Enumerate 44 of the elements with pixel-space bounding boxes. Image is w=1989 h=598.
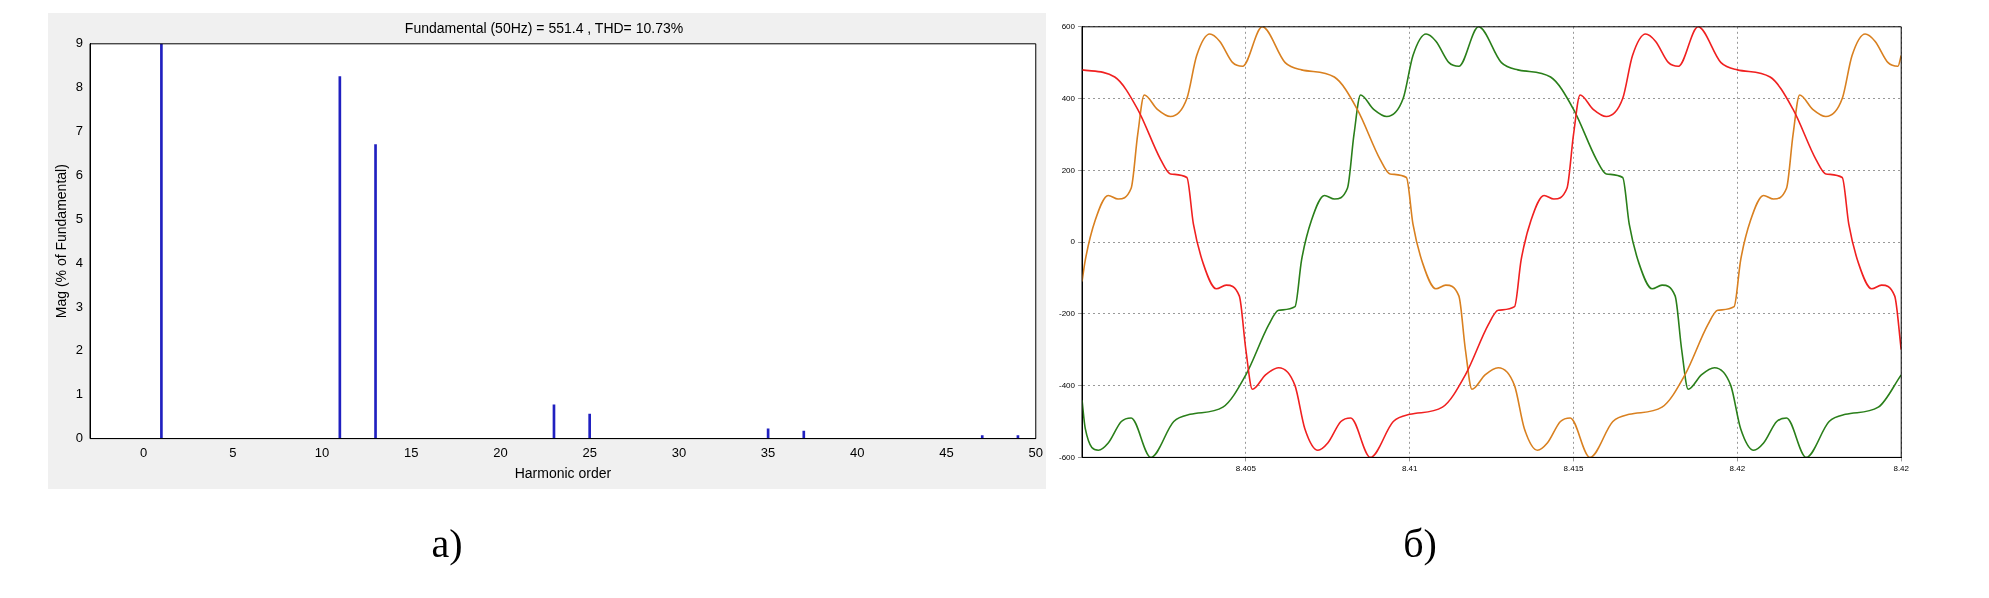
bar — [980, 435, 984, 439]
x-tick-label: 40 — [850, 444, 865, 460]
x-tick-label: 8.41 — [1401, 464, 1419, 474]
x-tick-label: 8.42 — [1893, 464, 1910, 474]
bar — [588, 413, 591, 439]
y-tick-label: 7 — [75, 123, 84, 139]
y-tick-label: 1 — [75, 386, 84, 402]
chart-title: Fundamental (50Hz) = 551.4 , THD= 10.73% — [404, 20, 684, 37]
y-tick-label: 0 — [1070, 237, 1076, 247]
x-tick-label: 10 — [314, 444, 330, 460]
bar — [802, 430, 806, 439]
x-tick-label: 30 — [671, 444, 687, 460]
x-tick-label: 35 — [760, 444, 776, 460]
y-tick-label: 400 — [1061, 93, 1076, 103]
y-tick-label: 9 — [75, 35, 84, 51]
text: а) — [430, 520, 464, 567]
y-tick-label: 0 — [75, 430, 84, 446]
x-tick-label: 8.42 — [1729, 464, 1746, 474]
x-tick-label: 8.415 — [1563, 464, 1585, 474]
y-tick-label: -600 — [1059, 452, 1076, 462]
x-tick-label: 20 — [493, 444, 508, 460]
y-tick-label: 2 — [75, 342, 84, 358]
y-tick-label: 6 — [75, 166, 84, 182]
x-tick-label: 0 — [139, 444, 148, 460]
y-tick-label: 5 — [75, 210, 84, 226]
y-tick-label: -200 — [1059, 309, 1076, 319]
x-tick-label: 5 — [229, 444, 237, 460]
x-tick-label: 50 — [1028, 444, 1043, 460]
y-tick-label: 200 — [1061, 165, 1076, 175]
y-tick-label: 600 — [1061, 22, 1076, 31]
x-tick-label: 15 — [403, 444, 419, 460]
y-tick-label: -400 — [1059, 380, 1076, 390]
bar — [374, 144, 377, 439]
y-tick-label: 4 — [75, 254, 84, 270]
x-tick-label: 25 — [582, 444, 597, 460]
line-series — [1082, 26, 1902, 458]
y-tick-label: 3 — [75, 298, 84, 314]
bar — [160, 43, 163, 439]
text: б) — [1402, 520, 1438, 567]
x-axis-title: Harmonic order — [514, 465, 612, 482]
x-tick-label: 45 — [939, 444, 954, 460]
x-tick-label: 8.405 — [1235, 464, 1257, 474]
y-axis-title: Mag (% of Fundamental) — [53, 164, 70, 319]
y-tick-label: 8 — [75, 79, 84, 95]
